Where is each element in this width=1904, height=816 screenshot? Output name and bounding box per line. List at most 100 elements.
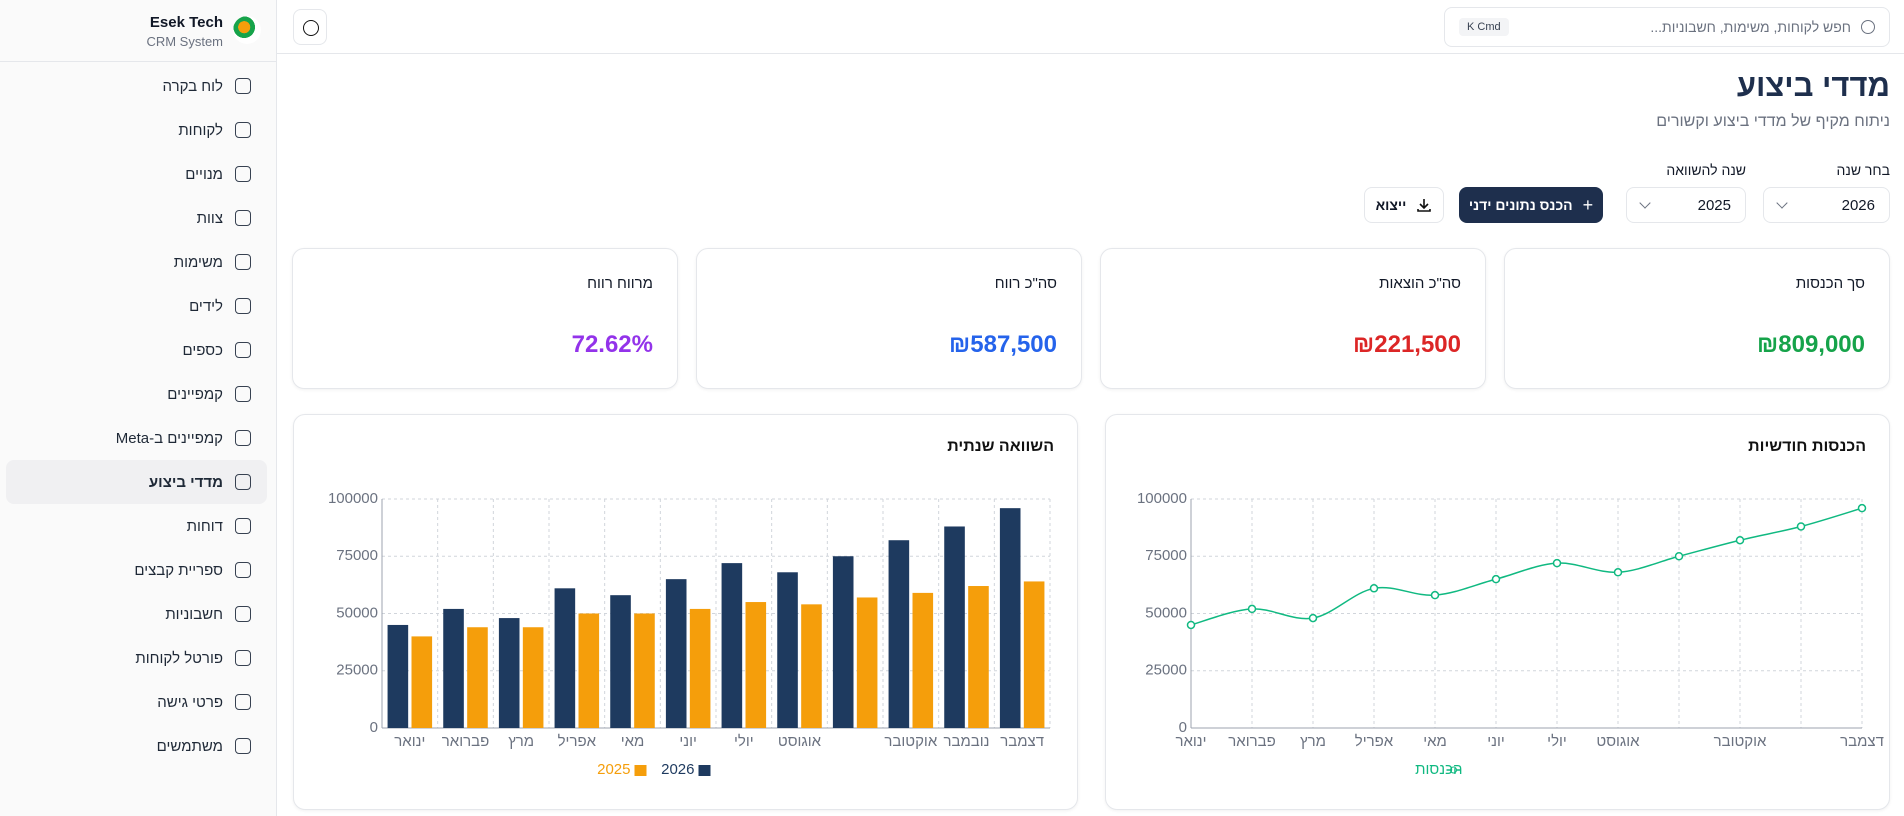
bar [801, 604, 822, 728]
bar [912, 592, 934, 728]
chart-title: הכנסות חודשיות [1748, 438, 1866, 455]
bar [634, 613, 655, 728]
bar [777, 572, 798, 728]
brand-subtitle: CRM System [146, 34, 223, 49]
nav-icon [235, 298, 251, 314]
compare-select[interactable]: 2025 [1626, 187, 1746, 223]
bar [888, 540, 910, 728]
year-label: בחר שנה [1836, 162, 1891, 178]
x-tick-label: אוקטובר [1714, 733, 1767, 750]
point [1857, 503, 1867, 513]
point [1735, 535, 1745, 545]
search-placeholder: חפש לקוחות, משימות, חשבוניות... [1650, 19, 1851, 35]
download-icon [1417, 199, 1432, 212]
nav-item[interactable]: דוחות [6, 504, 267, 548]
kpi-label: מרווח רווח [587, 275, 653, 292]
x-tick-label: פברואר [442, 733, 489, 750]
nav-item[interactable]: פורטל לקוחות [6, 636, 267, 680]
year-value: 2026 [1841, 196, 1875, 214]
point [1369, 584, 1379, 593]
nav-item[interactable]: כספים [6, 328, 267, 372]
nav-icon [235, 474, 251, 490]
nav-item[interactable]: קמפיינים [6, 372, 267, 416]
nav-item[interactable]: משתמשים [6, 724, 267, 768]
search-box[interactable]: חפש לקוחות, משימות, חשבוניות... K Cmd [1444, 7, 1890, 47]
bar [1023, 581, 1045, 728]
legend-label: הכנסות [1415, 761, 1462, 778]
brand-name: Esek Tech [149, 14, 223, 31]
chart-card: השוואה שנתית 0 25000 50000 75000 100000 ינואר פ… [293, 414, 1078, 810]
nav-icon [235, 342, 251, 358]
export-button[interactable]: ייצוא [1364, 187, 1444, 223]
nav-item[interactable]: קמפיינים ב-Meta [6, 416, 267, 460]
legend-swatch [698, 765, 711, 776]
nav-item[interactable]: צוות [6, 196, 267, 240]
x-tick-label: מרץ [1300, 733, 1326, 750]
line [1190, 507, 1863, 626]
nav-icon [235, 606, 251, 622]
x-tick-label: אוקטובר [884, 733, 937, 750]
x-tick-label: יוני [679, 733, 697, 750]
sidebar: Esek Tech CRM System לוח בקרה לקוחות מנויי… [0, 0, 277, 816]
year-select[interactable]: 2026 [1763, 187, 1890, 223]
nav-label: כספים [182, 341, 223, 359]
y-tick-label: 50000 [336, 604, 378, 621]
nav-label: לוח בקרה [162, 77, 223, 95]
nav-icon [235, 166, 251, 182]
nav-icon [235, 738, 251, 754]
kpi-label: סה"כ הוצאות [1379, 275, 1461, 292]
x-tick-label: פברואר [1228, 733, 1275, 750]
point [1674, 552, 1684, 561]
x-tick-label: מאי [1423, 733, 1447, 750]
nav-item[interactable]: לקוחות [6, 108, 267, 152]
kpi-label: סה"כ רווח [994, 275, 1057, 292]
bar [665, 579, 687, 728]
y-tick-label: 25000 [1145, 662, 1187, 679]
manual-entry-button[interactable]: + הכנס נתונים ידני [1459, 187, 1603, 223]
y-tick-label: 75000 [336, 547, 378, 564]
nav: לוח בקרה לקוחות מנויים צוות משימות לידים כספים… [6, 64, 267, 768]
point [1552, 558, 1562, 568]
plus-icon: + [1582, 194, 1594, 215]
nav-icon [235, 210, 251, 226]
nav-item[interactable]: משימות [6, 240, 267, 284]
nav-label: לידים [189, 297, 223, 315]
legend-swatch [634, 765, 647, 776]
kpi-card: סך הכנסות ₪809,000 [1504, 248, 1890, 389]
compare-label: שנה להשוואה [1666, 162, 1746, 178]
page-subtitle: ניתוח מקיף של מדדי ביצוע וקשורים [1656, 113, 1890, 130]
nav-icon [235, 518, 251, 534]
nav-label: לקוחות [178, 121, 223, 139]
nav-icon [235, 78, 251, 94]
point [1186, 620, 1196, 630]
x-tick-label: אפריל [1355, 733, 1394, 750]
bar [745, 602, 767, 728]
bar [387, 624, 409, 728]
nav-icon [235, 694, 251, 710]
bar [689, 608, 711, 728]
bar [411, 636, 433, 728]
kpi-card: סה"כ הוצאות ₪221,500 [1100, 248, 1486, 389]
nav-item[interactable]: מנויים [6, 152, 267, 196]
x-tick-label: מאי [621, 733, 645, 750]
nav-item[interactable]: פרטי גישה [6, 680, 267, 724]
nav-label: משימות [173, 253, 223, 271]
nav-label: מנויים [185, 165, 223, 183]
nav-item[interactable]: ספריית קבצים [6, 548, 267, 592]
x-tick-label: יולי [1547, 733, 1567, 750]
chart-card: הכנסות חודשיות 0 25000 50000 75000 100000 ינוא… [1105, 414, 1890, 810]
search-icon [1861, 20, 1875, 34]
nav-item[interactable]: חשבוניות [6, 592, 267, 636]
legend-icon [1450, 766, 1457, 774]
page-title: מדדי ביצוע [1736, 68, 1890, 103]
nav-item[interactable]: מדדי ביצוע [6, 460, 267, 504]
language-button[interactable] [293, 9, 327, 45]
nav-item[interactable]: לוח בקרה [6, 64, 267, 108]
point [1796, 522, 1806, 531]
bar [968, 586, 989, 728]
nav-icon [235, 562, 251, 578]
y-tick-label: 100000 [1137, 490, 1187, 507]
bar [721, 563, 743, 728]
nav-item[interactable]: לידים [6, 284, 267, 328]
